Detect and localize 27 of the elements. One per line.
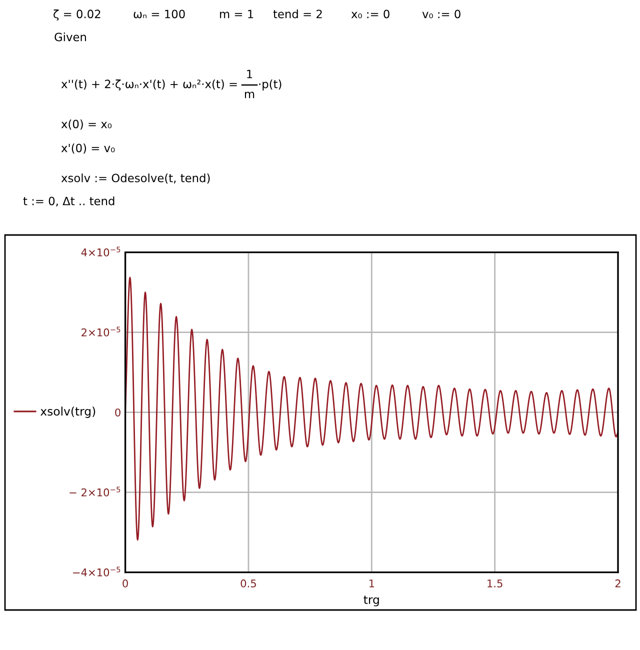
text: ·p(t) [259,80,282,91]
x-tick-label: 1 [369,580,374,588]
x-axis-title: trg [364,596,379,606]
y-tick-label: 4×10$^{−5}$ [81,246,120,256]
legend-label: xsolv(trg) [40,406,96,418]
text: v₀ := 0 [422,10,460,18]
text: t := 0, Δt .. tend [23,196,114,206]
y-tick-label: − 2×10$^{−5}$ [70,486,120,496]
x-tick-label: 0 [122,579,128,588]
text: ωₙ = 100 [134,10,185,18]
text: tend = 2 [273,9,322,18]
text: x'(0) = v₀ [61,144,115,154]
text: m [244,92,254,98]
text: Given [54,32,86,42]
text: x(0) = x₀ [61,120,112,130]
y-tick-label: 0 [115,408,120,416]
text: x''(t) + 2·ζ·ωₙ·x'(t) + ωₙ²·x(t) = [61,79,237,91]
x-tick-label: 0.5 [240,579,256,588]
x-tick-label: 2 [615,579,620,588]
x-tick-label: 1.5 [488,580,502,588]
text: 1 [247,70,252,78]
text: xsolv := Odesolve(t, tend) [61,173,210,184]
text: ζ = 0.02 [54,9,100,21]
y-tick-label: 2×10$^{−5}$ [82,326,120,336]
text: x₀ := 0 [351,10,390,18]
text: m = 1 [220,10,254,18]
y-tick-label: −4×10$^{−5}$ [73,566,120,576]
